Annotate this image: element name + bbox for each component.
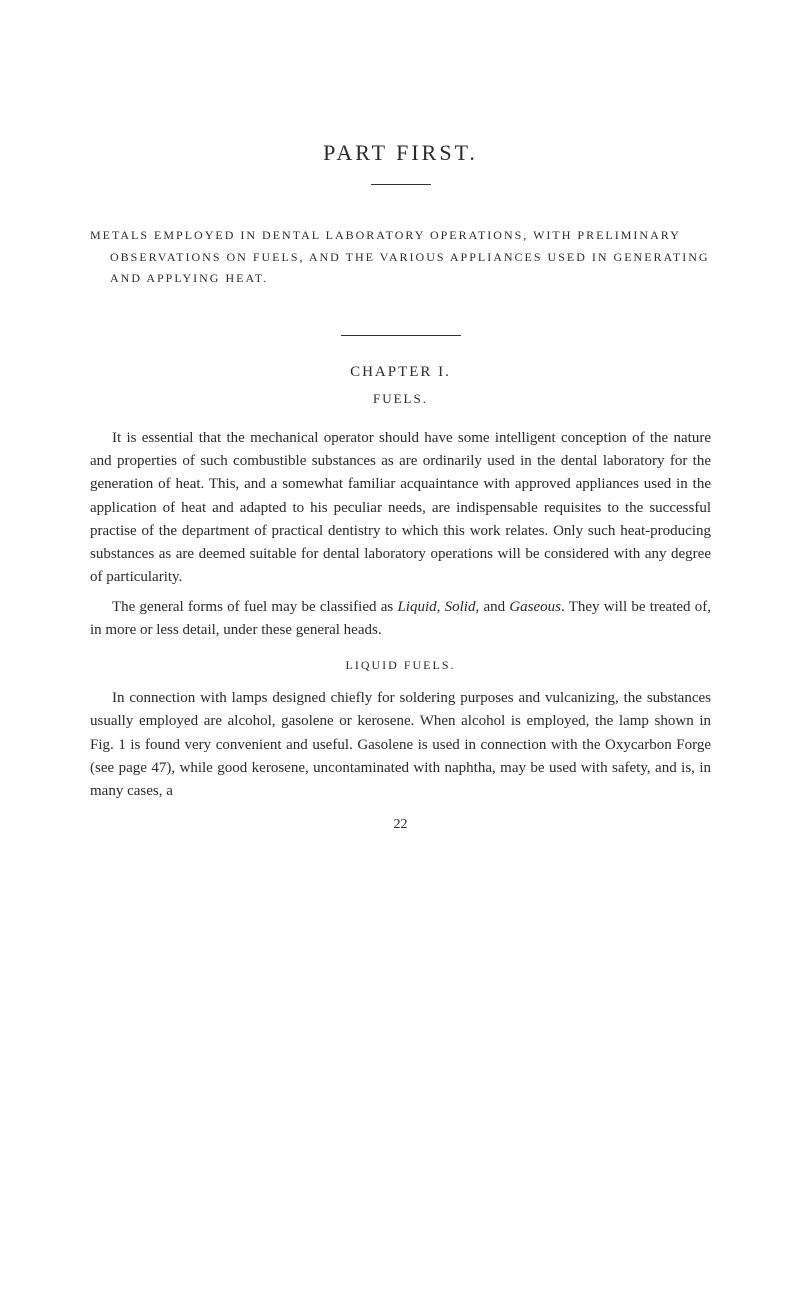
p2-pre: The general forms of fuel may be classif…	[112, 599, 397, 615]
fuels-heading: FUELS.	[90, 391, 711, 407]
chapter-divider-top	[341, 335, 461, 336]
p2-italic-liquid: Liquid	[397, 599, 436, 615]
chapter-heading: CHAPTER I.	[90, 364, 711, 381]
paragraph-3: In connection with lamps designed chiefl…	[90, 687, 711, 803]
p2-mid2: , and	[475, 599, 509, 615]
p2-italic-gaseous: Gaseous	[509, 599, 561, 615]
p2-mid1: ,	[437, 599, 445, 615]
page-subtitle: METALS EMPLOYED IN DENTAL LABORATORY OPE…	[90, 225, 711, 290]
part-title: PART FIRST.	[90, 140, 711, 166]
paragraph-2: The general forms of fuel may be classif…	[90, 596, 711, 643]
paragraph-1: It is essential that the mechanical oper…	[90, 427, 711, 590]
p2-italic-solid: Solid	[445, 599, 476, 615]
part-divider	[371, 184, 431, 185]
liquid-fuels-heading: LIQUID FUELS.	[90, 658, 711, 673]
page-number: 22	[90, 817, 711, 833]
